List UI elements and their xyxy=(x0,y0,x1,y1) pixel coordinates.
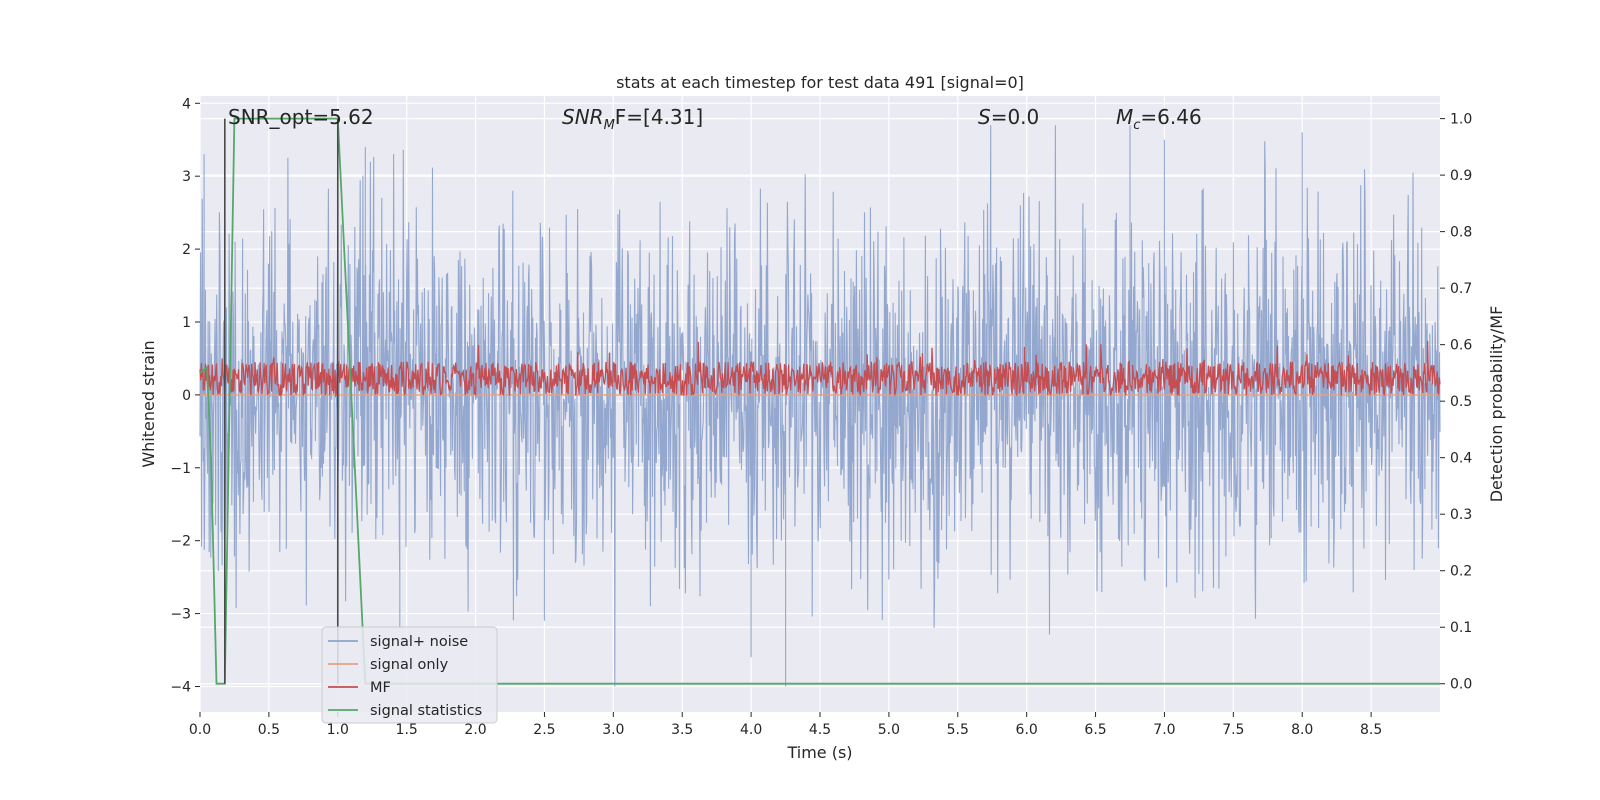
y-right-tick-label: 0.4 xyxy=(1450,451,1472,467)
x-tick-label: 1.0 xyxy=(327,722,349,738)
series-signal-statistics xyxy=(199,117,1440,685)
x-tick-label: 3.0 xyxy=(602,722,624,738)
series-layer xyxy=(199,117,1441,687)
y-right-tick-label: 0.1 xyxy=(1450,620,1472,636)
x-tick-label: 4.0 xyxy=(740,722,762,738)
y-tick-label: 4 xyxy=(182,96,191,112)
legend: signal+ noise signal only MF signal statist… xyxy=(321,626,498,724)
x-tick-label: 4.5 xyxy=(809,722,831,738)
annotation-mc-main: M xyxy=(1116,105,1133,129)
annotation-snr-mf: SNRMF=[4.31] xyxy=(562,105,703,133)
annotation-mc-rest: =6.46 xyxy=(1140,105,1201,129)
y-tick-label: 2 xyxy=(182,242,191,258)
y-right-tick-label: 0.7 xyxy=(1450,281,1472,297)
vertical-markers xyxy=(224,118,339,684)
y-tick-label: −2 xyxy=(170,534,191,550)
y-right-tick-label: 1.0 xyxy=(1450,112,1472,128)
legend-label: signal statistics xyxy=(370,703,482,719)
x-axis-label: Time (s) xyxy=(786,743,852,762)
annotation-mc-sub: c xyxy=(1133,118,1140,133)
x-tick-label: 7.0 xyxy=(1153,722,1175,738)
annotation-mc: Mc=6.46 xyxy=(1116,105,1202,133)
y-right-tick-label: 0.0 xyxy=(1450,677,1472,693)
x-tick-label: 8.5 xyxy=(1360,722,1382,738)
y-tick-label: −4 xyxy=(170,679,191,695)
legend-label: signal only xyxy=(370,657,449,673)
y-right-tick-label: 0.5 xyxy=(1450,394,1472,410)
legend-label: MF xyxy=(370,680,391,696)
x-tick-label: 0.5 xyxy=(258,722,280,738)
y-right-tick-label: 0.3 xyxy=(1450,507,1472,523)
chart-title: stats at each timestep for test data 491… xyxy=(616,73,1024,92)
y-tick-label: −1 xyxy=(170,461,191,477)
y-right-tick-label: 0.9 xyxy=(1450,168,1472,184)
y-tick-label: 3 xyxy=(182,169,191,185)
x-tick-label: 3.5 xyxy=(671,722,693,738)
legend-label: signal+ noise xyxy=(370,634,468,650)
x-tick-label: 1.5 xyxy=(396,722,418,738)
x-tick-label: 0.0 xyxy=(189,722,211,738)
y-axis-right-label: Detection probability/MF xyxy=(1487,306,1506,503)
annotation-s: S=0.0 xyxy=(978,105,1039,129)
y-tick-label: 0 xyxy=(182,388,191,404)
annotation-s-rest: =0.0 xyxy=(991,105,1040,129)
x-tick-label: 7.5 xyxy=(1222,722,1244,738)
axes: 0.0 0.5 1.0 1.5 2.0 2.5 3.0 3.5 4.0 4.5 5.0 5.5 6.0 6… xyxy=(170,96,1472,738)
y-right-tick-label: 0.8 xyxy=(1450,225,1472,241)
annotation-snr-mf-rest: F=[4.31] xyxy=(615,105,703,129)
x-tick-label: 2.5 xyxy=(533,722,555,738)
y-tick-label: −3 xyxy=(170,607,191,623)
series-signal-noise xyxy=(199,125,1441,687)
x-tick-label: 2.0 xyxy=(464,722,486,738)
y-axis-label: Whitened strain xyxy=(139,340,158,467)
x-tick-label: 5.5 xyxy=(947,722,969,738)
x-tick-label: 6.0 xyxy=(1016,722,1038,738)
x-tick-label: 6.5 xyxy=(1084,722,1106,738)
annotation-snr-mf-main: SNR xyxy=(562,105,604,129)
annotation-snr-opt: SNR_opt=5.62 xyxy=(228,105,374,129)
x-tick-label: 5.0 xyxy=(878,722,900,738)
series-mf xyxy=(199,340,1441,398)
y-right-tick-label: 0.6 xyxy=(1450,338,1472,354)
annotation-snr-mf-sub: M xyxy=(604,118,615,133)
y-tick-label: 1 xyxy=(182,315,191,331)
y-right-tick-label: 0.2 xyxy=(1450,564,1472,580)
annotation-s-main: S xyxy=(978,105,991,129)
legend-box xyxy=(321,626,498,724)
x-tick-label: 8.0 xyxy=(1291,722,1313,738)
